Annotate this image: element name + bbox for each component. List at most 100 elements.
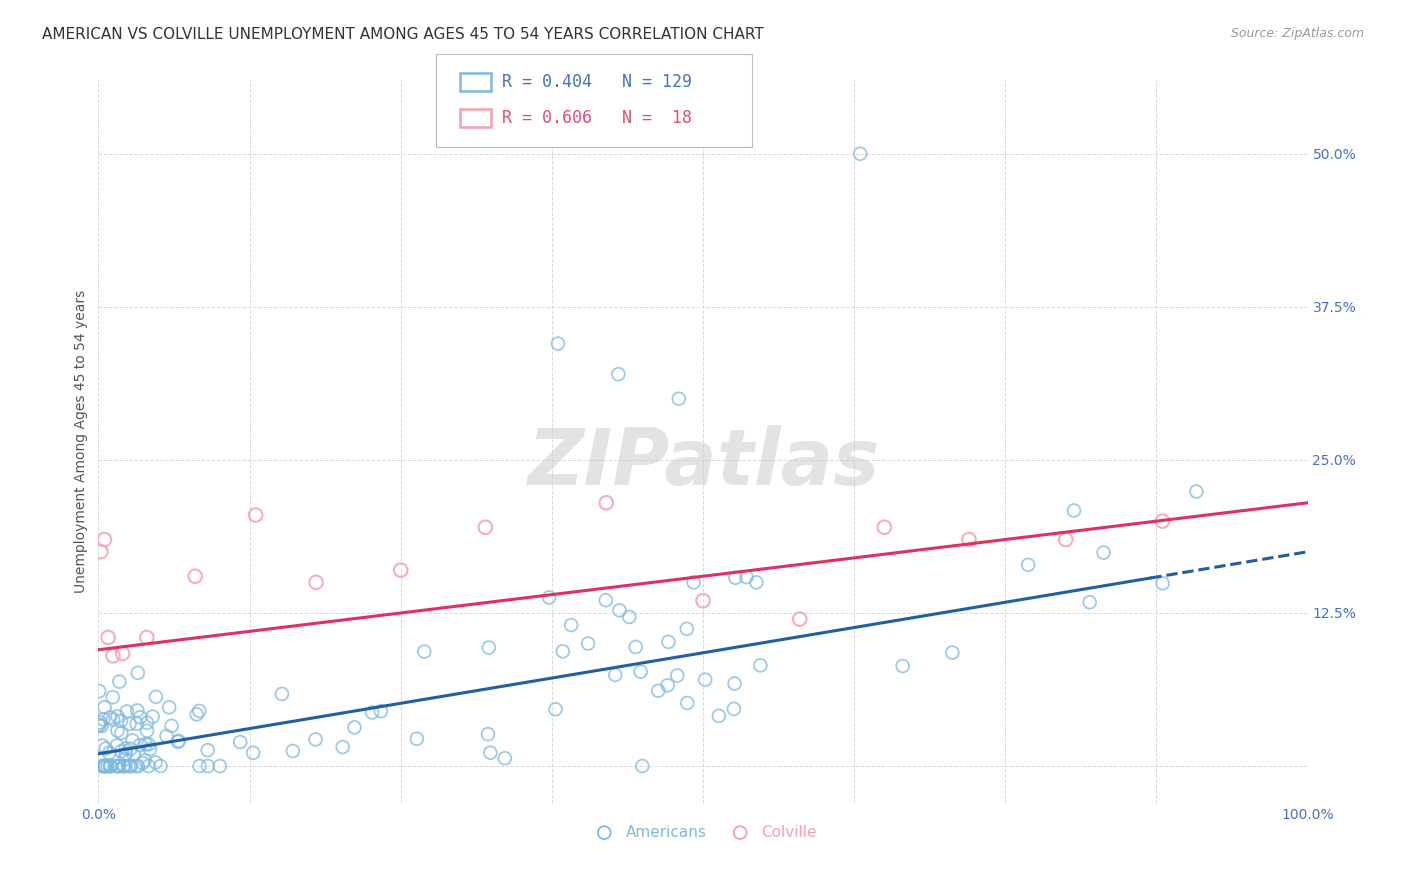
- Point: [724, 571, 747, 585]
- Point: [745, 575, 768, 590]
- Point: [666, 668, 689, 682]
- Point: [389, 563, 412, 577]
- Point: [110, 714, 132, 728]
- Point: [695, 673, 717, 687]
- Point: [682, 575, 704, 590]
- Point: [1152, 514, 1174, 528]
- Point: [332, 739, 354, 754]
- Point: [370, 704, 392, 718]
- Point: [605, 668, 627, 682]
- Point: [93, 759, 115, 773]
- Point: [494, 751, 516, 765]
- Text: AMERICAN VS COLVILLE UNEMPLOYMENT AMONG AGES 45 TO 54 YEARS CORRELATION CHART: AMERICAN VS COLVILLE UNEMPLOYMENT AMONG …: [42, 27, 763, 42]
- Point: [229, 735, 252, 749]
- Point: [281, 744, 304, 758]
- Point: [305, 575, 328, 590]
- Point: [107, 759, 129, 773]
- Point: [125, 716, 148, 731]
- Point: [98, 759, 121, 773]
- Point: [647, 683, 669, 698]
- Point: [138, 738, 160, 752]
- Point: [723, 702, 745, 716]
- Point: [107, 709, 129, 723]
- Point: [707, 709, 730, 723]
- Point: [595, 593, 617, 607]
- Point: [405, 731, 427, 746]
- Point: [160, 719, 183, 733]
- Point: [131, 756, 153, 770]
- Point: [136, 723, 159, 738]
- Point: [595, 496, 617, 510]
- Y-axis label: Unemployment Among Ages 45 to 54 years: Unemployment Among Ages 45 to 54 years: [75, 290, 89, 593]
- Point: [631, 759, 654, 773]
- Point: [576, 636, 599, 650]
- Point: [477, 727, 499, 741]
- Point: [1078, 595, 1101, 609]
- Point: [1185, 484, 1208, 499]
- Point: [127, 759, 149, 773]
- Point: [630, 665, 652, 679]
- Point: [107, 723, 129, 738]
- Point: [208, 759, 231, 773]
- Point: [479, 746, 502, 760]
- Point: [145, 756, 167, 770]
- Point: [93, 759, 115, 773]
- Point: [129, 738, 152, 752]
- Point: [115, 747, 138, 761]
- Point: [93, 533, 115, 547]
- Point: [157, 700, 180, 714]
- Point: [105, 739, 128, 753]
- Point: [1017, 558, 1039, 572]
- Point: [134, 754, 156, 768]
- Point: [114, 741, 136, 756]
- Point: [668, 392, 690, 406]
- Point: [120, 759, 142, 773]
- Point: [1152, 576, 1174, 591]
- Point: [112, 759, 135, 773]
- Point: [343, 720, 366, 734]
- Point: [155, 729, 177, 743]
- Point: [120, 759, 142, 773]
- Point: [145, 690, 167, 704]
- Point: [108, 759, 131, 773]
- Point: [245, 508, 267, 522]
- Point: [188, 759, 211, 773]
- Point: [478, 640, 501, 655]
- Point: [692, 593, 714, 607]
- Point: [111, 647, 134, 661]
- Point: [90, 719, 112, 733]
- Point: [1054, 533, 1077, 547]
- Point: [873, 520, 896, 534]
- Point: [135, 737, 157, 751]
- Point: [657, 635, 679, 649]
- Point: [723, 676, 745, 690]
- Point: [118, 716, 141, 731]
- Point: [127, 703, 149, 717]
- Point: [197, 743, 219, 757]
- Point: [129, 710, 152, 724]
- Point: [101, 690, 124, 705]
- Legend: Americans, Colville: Americans, Colville: [583, 819, 823, 846]
- Point: [89, 719, 111, 733]
- Point: [115, 705, 138, 719]
- Point: [941, 646, 963, 660]
- Point: [127, 665, 149, 680]
- Point: [538, 591, 561, 605]
- Text: R = 0.606   N =  18: R = 0.606 N = 18: [502, 109, 692, 127]
- Point: [167, 734, 190, 748]
- Point: [149, 759, 172, 773]
- Point: [90, 759, 112, 773]
- Point: [735, 570, 758, 584]
- Point: [361, 706, 384, 720]
- Text: ZIPatlas: ZIPatlas: [527, 425, 879, 501]
- Point: [891, 659, 914, 673]
- Point: [413, 644, 436, 658]
- Point: [138, 759, 160, 773]
- Point: [91, 739, 114, 753]
- Point: [184, 569, 207, 583]
- Point: [657, 678, 679, 692]
- Point: [101, 713, 124, 727]
- Point: [112, 759, 135, 773]
- Point: [167, 735, 190, 749]
- Point: [136, 715, 159, 730]
